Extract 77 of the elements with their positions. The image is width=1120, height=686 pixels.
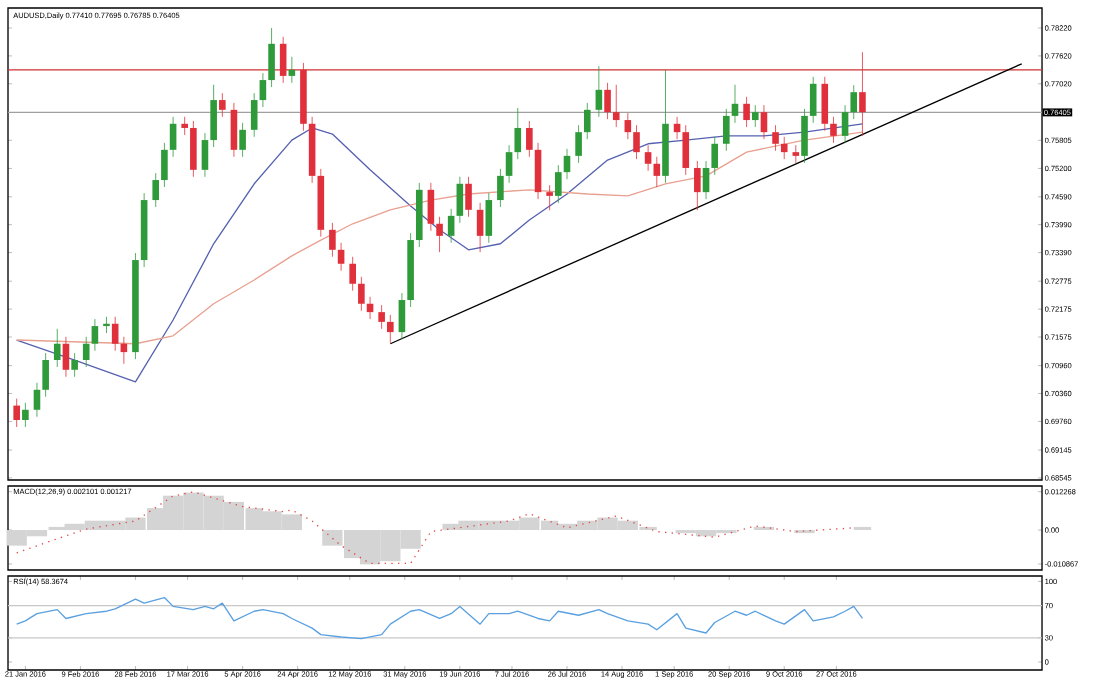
candlestick bbox=[821, 76, 829, 132]
candlestick bbox=[760, 104, 768, 140]
candlestick bbox=[111, 316, 119, 352]
candlestick bbox=[801, 108, 808, 164]
candlestick bbox=[505, 144, 513, 184]
candlestick bbox=[349, 256, 356, 292]
candlestick bbox=[702, 160, 710, 200]
candlestick bbox=[53, 328, 61, 368]
candlestick bbox=[181, 116, 188, 136]
candlestick bbox=[13, 398, 20, 428]
candlestick bbox=[595, 65, 603, 118]
candlestick bbox=[279, 36, 287, 84]
candlestick bbox=[859, 51, 866, 137]
candlestick bbox=[534, 142, 542, 200]
candlestick bbox=[337, 242, 345, 272]
line-series bbox=[16, 596, 864, 640]
candlestick bbox=[210, 84, 217, 148]
candlestick bbox=[653, 156, 661, 188]
candlestick bbox=[161, 142, 168, 188]
candlestick bbox=[22, 402, 29, 428]
candlestick bbox=[329, 222, 336, 258]
candlestick bbox=[378, 304, 385, 330]
candlestick bbox=[250, 92, 258, 138]
candlestick bbox=[772, 124, 779, 152]
candlestick bbox=[514, 107, 522, 160]
candlestick bbox=[103, 316, 110, 334]
candlestick bbox=[398, 292, 406, 340]
line-series bbox=[16, 491, 855, 565]
candlestick bbox=[780, 136, 788, 160]
candlestick bbox=[526, 120, 533, 158]
candlestick bbox=[624, 112, 632, 140]
candlestick bbox=[751, 104, 759, 128]
candlestick bbox=[33, 382, 41, 418]
candlestick bbox=[152, 172, 160, 208]
candlestick bbox=[743, 96, 750, 128]
candlestick bbox=[436, 216, 443, 253]
candlestick bbox=[62, 336, 70, 378]
candlestick bbox=[809, 76, 817, 124]
candlestick bbox=[644, 144, 652, 172]
candlestick bbox=[288, 56, 296, 84]
candlestick bbox=[259, 72, 267, 108]
candlestick bbox=[723, 108, 730, 152]
candlestick bbox=[358, 276, 365, 312]
candlestick bbox=[485, 192, 493, 244]
candlestick bbox=[841, 104, 849, 144]
candlestick bbox=[169, 116, 177, 158]
candlestick bbox=[694, 160, 701, 211]
candlestick bbox=[830, 116, 837, 144]
candlestick bbox=[465, 176, 472, 218]
candlestick bbox=[239, 122, 246, 158]
candlestick bbox=[82, 336, 90, 368]
candlestick bbox=[42, 352, 49, 398]
candlestick bbox=[792, 144, 800, 164]
candlestick bbox=[447, 208, 455, 244]
candlestick bbox=[219, 92, 226, 118]
candlestick bbox=[555, 164, 562, 204]
candlestick bbox=[230, 102, 238, 158]
candlestick bbox=[497, 168, 504, 208]
candlestick bbox=[711, 136, 719, 176]
candlestick bbox=[583, 102, 591, 140]
candlestick bbox=[71, 352, 78, 378]
candlestick bbox=[201, 132, 209, 178]
candlestick bbox=[633, 124, 640, 160]
candlestick bbox=[91, 318, 99, 352]
candlestick bbox=[546, 184, 553, 211]
candlestick bbox=[476, 202, 484, 253]
candlestick bbox=[190, 120, 197, 178]
candlestick bbox=[456, 176, 464, 224]
candlestick bbox=[387, 314, 394, 344]
candlestick bbox=[575, 124, 582, 164]
candlestick bbox=[427, 182, 435, 232]
candlestick bbox=[682, 124, 690, 176]
candlestick bbox=[268, 27, 275, 88]
candlestick bbox=[604, 82, 611, 120]
candlestick bbox=[850, 84, 858, 120]
candlestick bbox=[612, 84, 620, 128]
candlestick bbox=[731, 84, 739, 124]
